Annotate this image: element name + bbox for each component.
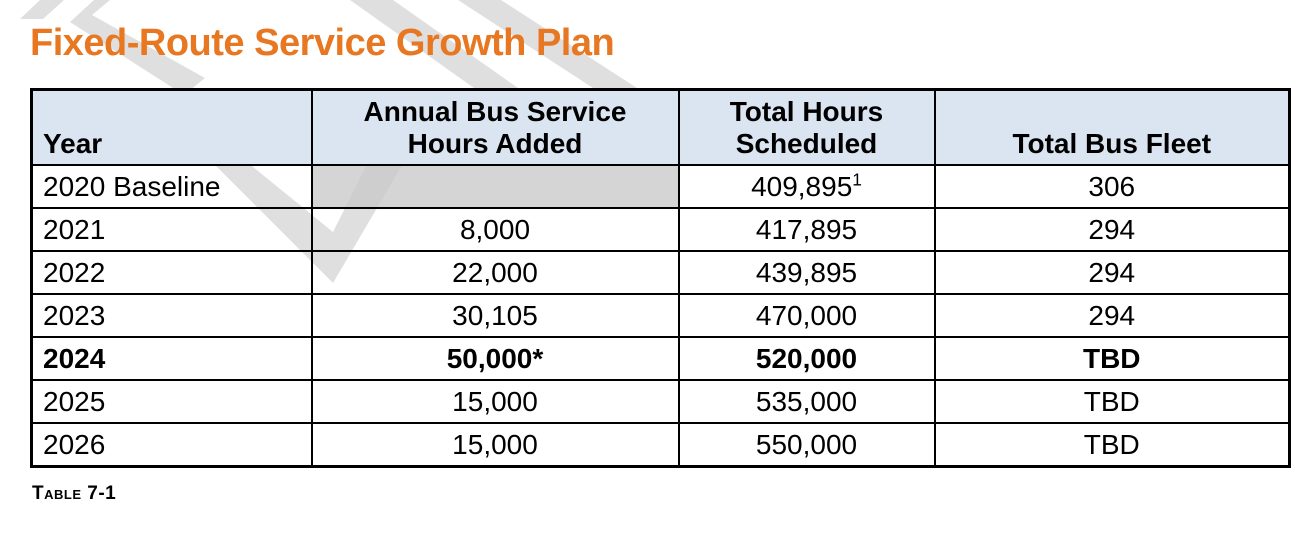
column-header-fleet: Total Bus Fleet [933, 88, 1291, 166]
table-row-2022: 2022 22,000 439,895 294 [30, 250, 1291, 295]
fleet-cell: 294 [933, 207, 1291, 252]
hours-added-cell: 8,000 [310, 207, 680, 252]
year-cell: 2025 [30, 379, 313, 424]
fleet-cell: 294 [933, 293, 1291, 338]
hours-added-cell: 50,000* [310, 336, 680, 381]
year-cell: 2022 [30, 250, 313, 295]
year-cell: 2020 Baseline [30, 164, 313, 209]
fleet-cell: TBD [933, 379, 1291, 424]
table-row-2024: 2024 50,000* 520,000 TBD [30, 336, 1291, 381]
fleet-cell: TBD [933, 422, 1291, 468]
hours-added-cell: 22,000 [310, 250, 680, 295]
column-header-total-hours: Total Hours Scheduled [677, 88, 936, 166]
watermark-stroke [20, 0, 64, 19]
growth-plan-table: Year Annual Bus Service Hours Added Tota… [30, 88, 1291, 468]
year-cell: 2024 [30, 336, 313, 381]
hours-added-cell: 30,105 [310, 293, 680, 338]
table-row-2026: 2026 15,000 550,000 TBD [30, 422, 1291, 468]
footnote-marker: 1 [852, 169, 862, 190]
total-hours-cell: 470,000 [677, 293, 936, 338]
table-row-2020-baseline: 2020 Baseline 409,8951 306 [30, 164, 1291, 209]
fleet-cell: 306 [933, 164, 1291, 209]
total-hours-cell: 520,000 [677, 336, 936, 381]
table-row-2023: 2023 30,105 470,000 294 [30, 293, 1291, 338]
fleet-cell: TBD [933, 336, 1291, 381]
hours-added-cell-shaded [310, 164, 680, 209]
column-header-hours-added: Annual Bus Service Hours Added [310, 88, 680, 166]
table-row-2021: 2021 8,000 417,895 294 [30, 207, 1291, 252]
column-header-year: Year [30, 88, 313, 166]
total-hours-cell: 550,000 [677, 422, 936, 468]
year-cell: 2023 [30, 293, 313, 338]
header-row: Year Annual Bus Service Hours Added Tota… [30, 88, 1291, 166]
table-row-2025: 2025 15,000 535,000 TBD [30, 379, 1291, 424]
year-cell: 2021 [30, 207, 313, 252]
hours-added-cell: 15,000 [310, 422, 680, 468]
table-caption: Table 7-1 [32, 483, 117, 504]
total-hours-cell: 535,000 [677, 379, 936, 424]
year-cell: 2026 [30, 422, 313, 468]
total-hours-cell: 409,8951 [677, 164, 936, 209]
fleet-cell: 294 [933, 250, 1291, 295]
page-title: Fixed-Route Service Growth Plan [30, 22, 615, 64]
total-hours-cell: 417,895 [677, 207, 936, 252]
hours-added-cell: 15,000 [310, 379, 680, 424]
total-hours-cell: 439,895 [677, 250, 936, 295]
